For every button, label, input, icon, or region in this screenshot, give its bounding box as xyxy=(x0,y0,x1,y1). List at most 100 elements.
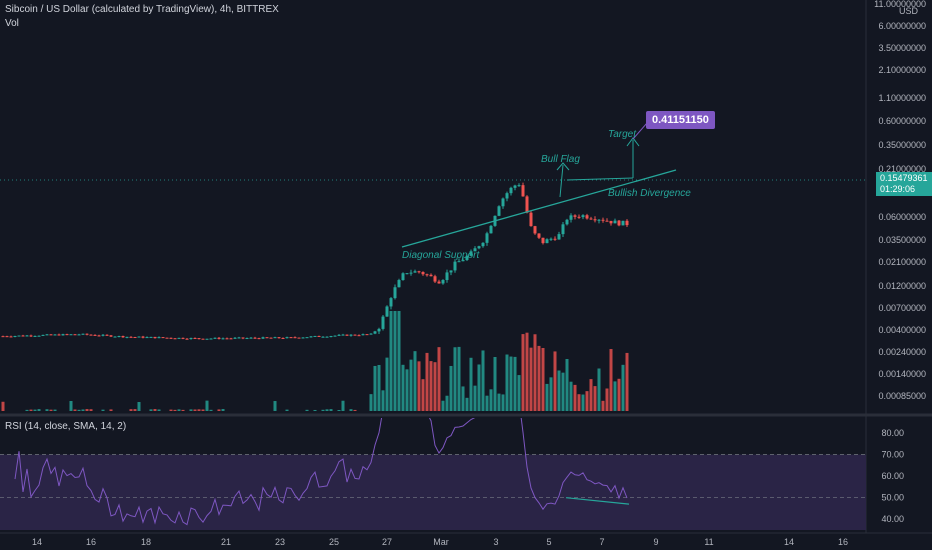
diagonal-support-annotation: Diagonal Support xyxy=(402,250,480,261)
time-tick-label: 5 xyxy=(546,537,551,547)
time-tick-label: 16 xyxy=(86,537,96,547)
candle-body xyxy=(441,280,445,284)
bull-flag-line xyxy=(566,177,634,181)
volume-bar xyxy=(173,409,177,411)
volume-bar xyxy=(585,391,589,411)
candle-body xyxy=(373,331,377,334)
diagonal-support-line xyxy=(401,169,677,248)
volume-bar xyxy=(509,356,513,411)
candle-body xyxy=(21,335,25,337)
candle-body xyxy=(573,215,577,217)
candle-body xyxy=(421,272,425,275)
time-tick-label: Mar xyxy=(433,537,449,547)
volume-bar xyxy=(593,386,597,411)
volume-bar xyxy=(81,409,85,411)
volume-label: Vol xyxy=(5,18,19,29)
volume-bar xyxy=(513,356,517,411)
candle-body xyxy=(389,298,393,307)
volume-bar xyxy=(201,409,205,411)
candle-body xyxy=(85,333,89,335)
candle-body xyxy=(269,337,273,339)
volume-bar xyxy=(273,401,277,411)
volume-bar xyxy=(377,364,381,411)
candle-body xyxy=(149,336,153,338)
candle-body xyxy=(213,337,217,339)
candle-body xyxy=(241,337,245,339)
candle-body xyxy=(413,271,417,273)
candle-body xyxy=(577,216,581,218)
rsi-tick-label: 50.00 xyxy=(881,493,904,503)
candle-body xyxy=(69,334,73,336)
volume-bar xyxy=(533,334,537,411)
candle-body xyxy=(25,335,29,337)
target-price-badge: 0.41151150 xyxy=(646,111,715,129)
volume-bar xyxy=(181,409,185,411)
volume-bar xyxy=(401,364,405,411)
volume-bar xyxy=(549,377,553,411)
rsi-band xyxy=(0,454,866,530)
volume-bar xyxy=(1,401,5,411)
volume-bar xyxy=(197,409,201,411)
candle-body xyxy=(481,242,485,247)
volume-bar xyxy=(53,409,57,411)
price-tick-label: 0.00085000 xyxy=(878,391,926,401)
candle-body xyxy=(177,337,181,339)
volume-bar xyxy=(469,357,473,411)
candle-body xyxy=(145,337,149,339)
bull-flag-pole xyxy=(559,164,564,198)
candle-body xyxy=(309,336,313,338)
candle-body xyxy=(437,281,441,284)
candle-body xyxy=(97,335,101,337)
candle-body xyxy=(553,238,557,240)
volume-bar xyxy=(545,383,549,411)
price-tick-label: 6.00000000 xyxy=(878,21,926,31)
candle-body xyxy=(49,334,53,336)
candle-body xyxy=(505,193,509,199)
volume-bar xyxy=(373,365,377,411)
candle-body xyxy=(81,333,85,335)
candle-body xyxy=(153,336,157,339)
candle-body xyxy=(341,334,345,336)
candle-body xyxy=(129,336,133,338)
volume-bar xyxy=(405,369,409,411)
candle-body xyxy=(13,335,17,337)
volume-bar xyxy=(605,388,609,411)
volume-bar xyxy=(609,349,613,411)
volume-bar xyxy=(33,409,37,411)
candle-body xyxy=(585,215,589,219)
candle-body xyxy=(249,337,253,339)
candle-body xyxy=(537,233,541,238)
candle-body xyxy=(521,185,525,197)
candle-body xyxy=(581,215,585,218)
volume-bar xyxy=(25,409,29,411)
volume-bar xyxy=(313,409,317,411)
volume-bar xyxy=(149,409,153,411)
volume-bar xyxy=(133,409,137,411)
volume-bar xyxy=(449,365,453,411)
chart-title: Sibcoin / US Dollar (calculated by Tradi… xyxy=(5,4,279,15)
candle-body xyxy=(401,273,405,281)
time-tick-label: 16 xyxy=(838,537,848,547)
candle-body xyxy=(589,218,593,220)
time-tick-label: 18 xyxy=(141,537,151,547)
volume-bar xyxy=(497,393,501,411)
candle-body xyxy=(285,337,289,339)
volume-bar xyxy=(437,347,441,411)
candle-body xyxy=(113,336,117,338)
volume-bar xyxy=(137,401,141,411)
candle-body xyxy=(93,334,97,336)
price-tick-label: 3.50000000 xyxy=(878,43,926,53)
volume-bar xyxy=(73,409,77,411)
time-tick-label: 14 xyxy=(32,537,42,547)
bull-flag-annotation: Bull Flag xyxy=(541,154,580,165)
candle-body xyxy=(281,337,285,339)
volume-bar xyxy=(169,409,173,411)
candle-body xyxy=(621,220,625,226)
candle-body xyxy=(137,336,141,338)
candle-body xyxy=(417,271,421,273)
volume-bar xyxy=(369,394,373,411)
candle-body xyxy=(265,337,269,339)
bull-flag-arrowhead xyxy=(556,162,570,171)
candle-body xyxy=(273,337,277,339)
